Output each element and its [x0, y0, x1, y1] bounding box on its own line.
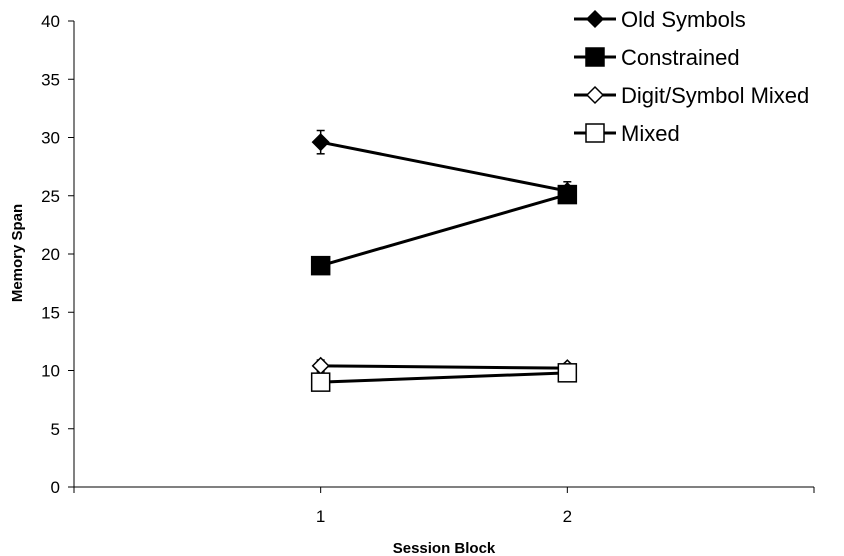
legend: Old Symbols Constrained Digit/Symbol Mixed…: [574, 7, 809, 146]
y-tick-label: 40: [41, 12, 60, 31]
series-line: [320, 140, 568, 193]
y-tick-label: 30: [41, 129, 60, 148]
y-tick-label: 10: [41, 362, 60, 381]
data-point: [311, 133, 330, 152]
legend-marker: [585, 123, 605, 143]
y-axis-title: Memory Span: [9, 204, 26, 302]
series-line: [320, 193, 568, 268]
legend-item: Digit/Symbol Mixed: [574, 83, 809, 108]
legend-marker: [585, 85, 605, 105]
y-tick-label: 15: [41, 303, 60, 322]
series-layer: [310, 129, 578, 392]
data-point: [310, 372, 331, 392]
y-tick-label: 20: [41, 245, 60, 264]
legend-label: Mixed: [621, 121, 680, 146]
legend-marker: [585, 47, 605, 67]
axes: 0 5 10 15 20 25 30 35 40 1 2: [41, 12, 815, 526]
y-tick-label: 0: [51, 478, 60, 497]
legend-item: Constrained: [574, 45, 740, 70]
x-tick-label: 2: [563, 507, 572, 526]
series-mixed: [310, 363, 578, 392]
series-line: [320, 371, 568, 384]
y-tick-label: 5: [51, 420, 60, 439]
series-old-symbols: [311, 129, 577, 202]
legend-label: Digit/Symbol Mixed: [621, 83, 809, 108]
legend-label: Old Symbols: [621, 7, 746, 32]
y-tick-label: 35: [41, 70, 60, 89]
data-point: [310, 255, 331, 276]
legend-item: Old Symbols: [574, 7, 746, 32]
legend-marker: [585, 9, 605, 29]
x-tick-label: 1: [316, 507, 325, 526]
data-point: [311, 356, 330, 375]
y-tick-label: 25: [41, 187, 60, 206]
data-point: [557, 184, 578, 205]
series-line: [320, 364, 568, 370]
legend-item: Mixed: [574, 121, 680, 146]
data-point: [557, 363, 578, 383]
series-constrained: [310, 184, 578, 276]
legend-label: Constrained: [621, 45, 740, 70]
x-axis-title: Session Block: [393, 540, 496, 556]
